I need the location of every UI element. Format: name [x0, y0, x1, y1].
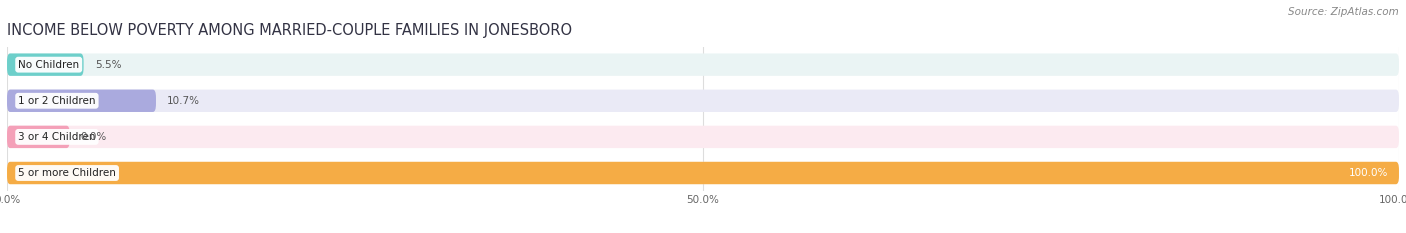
FancyBboxPatch shape [7, 126, 70, 148]
FancyBboxPatch shape [7, 89, 156, 112]
Text: INCOME BELOW POVERTY AMONG MARRIED-COUPLE FAMILIES IN JONESBORO: INCOME BELOW POVERTY AMONG MARRIED-COUPL… [7, 24, 572, 38]
FancyBboxPatch shape [7, 53, 83, 76]
Text: 100.0%: 100.0% [1348, 168, 1388, 178]
FancyBboxPatch shape [7, 89, 1399, 112]
Text: 5.5%: 5.5% [94, 60, 121, 70]
Text: Source: ZipAtlas.com: Source: ZipAtlas.com [1288, 7, 1399, 17]
Text: 1 or 2 Children: 1 or 2 Children [18, 96, 96, 106]
FancyBboxPatch shape [7, 162, 1399, 184]
Text: No Children: No Children [18, 60, 79, 70]
FancyBboxPatch shape [7, 162, 1399, 184]
FancyBboxPatch shape [7, 126, 1399, 148]
Text: 5 or more Children: 5 or more Children [18, 168, 117, 178]
Text: 3 or 4 Children: 3 or 4 Children [18, 132, 96, 142]
Text: 0.0%: 0.0% [80, 132, 107, 142]
FancyBboxPatch shape [7, 53, 1399, 76]
Text: 10.7%: 10.7% [167, 96, 200, 106]
